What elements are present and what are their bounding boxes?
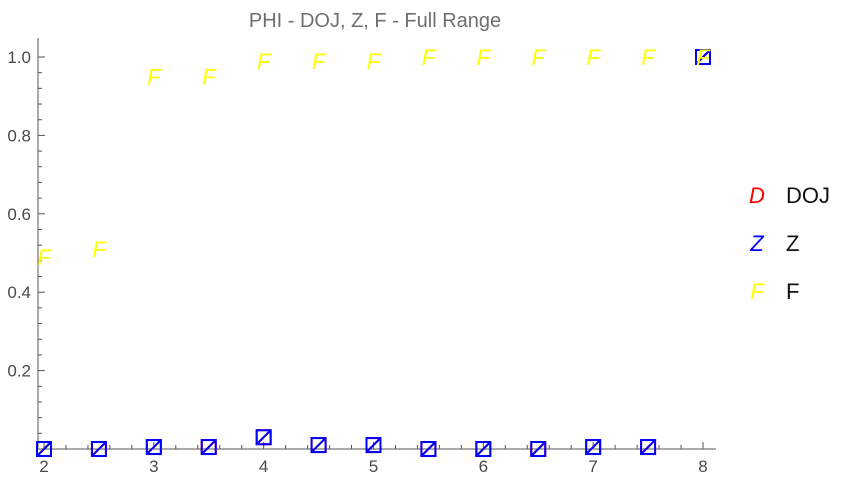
- x-tick-label: 4: [259, 457, 268, 476]
- point-z: [310, 437, 327, 454]
- legend-label-z: Z: [786, 231, 799, 256]
- y-tick-label: 0.4: [7, 283, 31, 302]
- point-f: F: [92, 237, 107, 262]
- point-f: F: [477, 45, 492, 70]
- point-z: [420, 441, 437, 457]
- axes: 2 3 4 5 6 7 8 0.2 0.4 0.6 0.8 1.0: [7, 38, 716, 476]
- x-tick-label: 6: [479, 457, 488, 476]
- point-f: F: [696, 45, 711, 70]
- point-z: [585, 439, 602, 456]
- point-z: [475, 441, 492, 457]
- x-tick-label: 5: [369, 457, 378, 476]
- legend-marker-doj: D: [749, 183, 765, 208]
- x-tick-label: 2: [39, 457, 48, 476]
- chart-title: PHI - DOJ, Z, F - Full Range: [249, 10, 501, 32]
- point-f: F: [312, 49, 327, 74]
- point-f: F: [641, 45, 656, 70]
- point-z: [365, 437, 382, 454]
- point-f: F: [532, 45, 547, 70]
- y-tick-label: 0.8: [7, 126, 31, 145]
- point-f: F: [586, 45, 601, 70]
- point-f: F: [147, 65, 162, 90]
- point-z: [695, 49, 711, 65]
- legend-label-f: F: [786, 279, 799, 304]
- legend-marker-f: F: [750, 279, 765, 304]
- data-markers: F F F F F F F F F F F F F: [36, 45, 711, 457]
- point-z: [90, 441, 107, 457]
- point-z: [530, 441, 547, 457]
- y-tick-label: 0.6: [7, 205, 31, 224]
- legend-label-doj: DOJ: [786, 183, 830, 208]
- x-tick-label: 8: [698, 457, 707, 476]
- legend-marker-z: Z: [749, 231, 765, 256]
- point-z: [36, 441, 52, 457]
- x-tick-label: 3: [149, 457, 158, 476]
- point-z: [200, 439, 217, 456]
- point-z: [255, 429, 272, 446]
- point-z: [145, 439, 162, 456]
- x-tick-label: 7: [588, 457, 597, 476]
- point-f: F: [257, 49, 272, 74]
- point-z: [640, 439, 657, 456]
- point-f: F: [202, 65, 217, 90]
- point-f: F: [422, 45, 437, 70]
- point-f: F: [37, 245, 52, 270]
- point-f: F: [367, 49, 382, 74]
- y-tick-label: 1.0: [7, 48, 31, 67]
- y-tick-label: 0.2: [7, 362, 31, 381]
- legend: D DOJ Z ZF F: [749, 183, 830, 304]
